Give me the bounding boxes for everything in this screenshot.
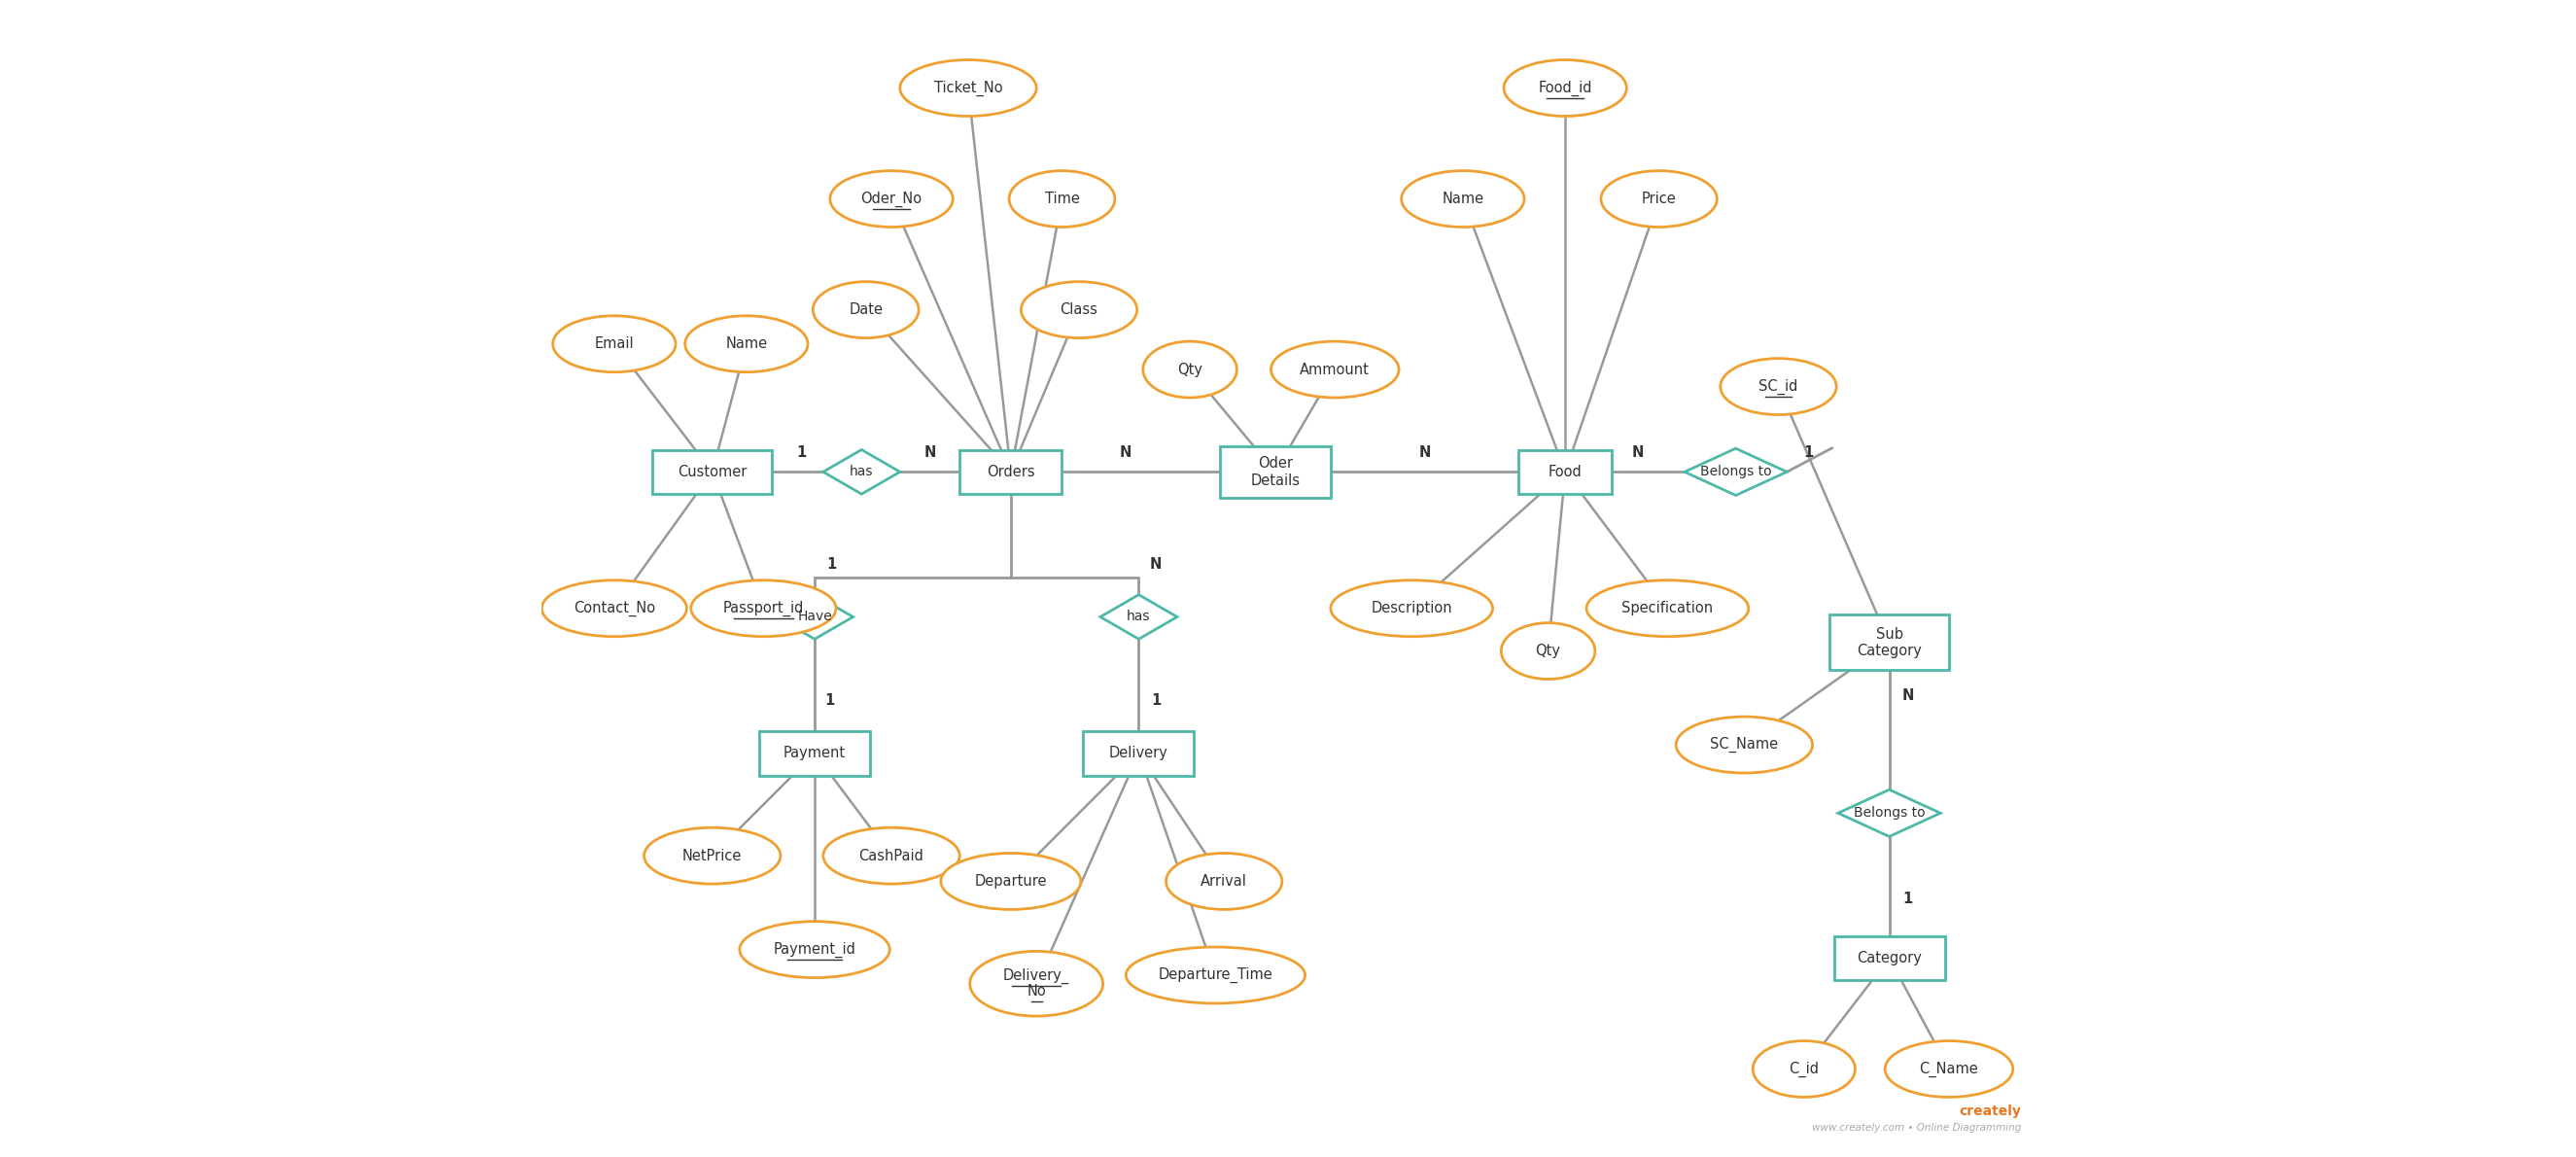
Text: 1: 1 <box>796 445 806 459</box>
Ellipse shape <box>971 951 1103 1016</box>
Text: N: N <box>1631 445 1643 459</box>
Text: N: N <box>925 445 935 459</box>
Ellipse shape <box>541 580 688 636</box>
Ellipse shape <box>1020 281 1136 338</box>
Text: www.creately.com • Online Diagramming: www.creately.com • Online Diagramming <box>1811 1123 2022 1133</box>
Text: Have: Have <box>799 610 832 624</box>
Text: Oder_No: Oder_No <box>860 191 922 207</box>
Polygon shape <box>1100 595 1177 639</box>
Ellipse shape <box>824 827 961 884</box>
Ellipse shape <box>1502 622 1595 679</box>
Polygon shape <box>1839 789 1940 837</box>
Ellipse shape <box>1504 60 1625 116</box>
Text: Time: Time <box>1043 192 1079 206</box>
Ellipse shape <box>739 921 889 978</box>
FancyBboxPatch shape <box>760 731 871 775</box>
Text: Food: Food <box>1548 465 1582 479</box>
Text: Sub
Category: Sub Category <box>1857 627 1922 658</box>
Ellipse shape <box>814 281 920 338</box>
Text: 1: 1 <box>824 693 835 708</box>
Ellipse shape <box>554 316 675 373</box>
Polygon shape <box>1685 449 1788 495</box>
Text: Date: Date <box>850 302 884 317</box>
Text: Payment: Payment <box>783 746 845 760</box>
FancyBboxPatch shape <box>961 450 1061 494</box>
Text: N: N <box>1121 445 1131 459</box>
Text: Description: Description <box>1370 602 1453 616</box>
Ellipse shape <box>1677 716 1814 773</box>
Ellipse shape <box>685 316 809 373</box>
FancyBboxPatch shape <box>1829 614 1950 670</box>
Text: has: has <box>1126 610 1151 624</box>
Ellipse shape <box>1126 948 1306 1003</box>
Text: Departure: Departure <box>974 874 1046 889</box>
Text: 1: 1 <box>827 557 837 572</box>
Ellipse shape <box>1332 580 1492 636</box>
Text: 1: 1 <box>1803 445 1814 459</box>
Text: NetPrice: NetPrice <box>683 848 742 863</box>
Text: creately: creately <box>1960 1105 2022 1119</box>
Polygon shape <box>824 450 899 494</box>
Ellipse shape <box>1167 853 1283 909</box>
Text: N: N <box>1901 688 1914 702</box>
Ellipse shape <box>1721 359 1837 414</box>
Text: Qty: Qty <box>1177 362 1203 377</box>
Ellipse shape <box>940 853 1082 909</box>
Text: 1: 1 <box>1904 891 1914 906</box>
Text: N: N <box>1419 445 1430 459</box>
FancyBboxPatch shape <box>1834 936 1945 980</box>
Text: Name: Name <box>726 337 768 352</box>
FancyBboxPatch shape <box>1221 447 1332 498</box>
Ellipse shape <box>1752 1041 1855 1097</box>
Text: N: N <box>1149 557 1162 572</box>
Text: No: No <box>1028 985 1046 998</box>
Text: Qty: Qty <box>1535 643 1561 658</box>
Ellipse shape <box>1401 171 1525 227</box>
Polygon shape <box>775 595 853 639</box>
Ellipse shape <box>1010 171 1115 227</box>
Text: C_Name: C_Name <box>1919 1061 1978 1077</box>
Text: Customer: Customer <box>677 465 747 479</box>
Text: Email: Email <box>595 337 634 352</box>
Text: C_id: C_id <box>1788 1061 1819 1077</box>
Text: 1: 1 <box>1151 693 1162 708</box>
FancyBboxPatch shape <box>1084 731 1195 775</box>
Text: Price: Price <box>1641 192 1677 206</box>
FancyBboxPatch shape <box>1517 450 1613 494</box>
Text: has: has <box>850 465 873 479</box>
Text: SC_id: SC_id <box>1759 378 1798 395</box>
Ellipse shape <box>1270 341 1399 398</box>
Text: Delivery: Delivery <box>1110 746 1170 760</box>
Ellipse shape <box>644 827 781 884</box>
Text: Passport_id: Passport_id <box>724 600 804 617</box>
Text: Oder
Details: Oder Details <box>1249 456 1301 487</box>
Text: Class: Class <box>1061 302 1097 317</box>
Text: Ticket_No: Ticket_No <box>935 80 1002 96</box>
Ellipse shape <box>1886 1041 2012 1097</box>
Text: Departure_Time: Departure_Time <box>1159 967 1273 983</box>
Text: Orders: Orders <box>987 465 1036 479</box>
Text: Ammount: Ammount <box>1301 362 1370 377</box>
Text: Category: Category <box>1857 951 1922 965</box>
Ellipse shape <box>1587 580 1749 636</box>
Text: Belongs to: Belongs to <box>1700 465 1772 479</box>
FancyBboxPatch shape <box>652 450 773 494</box>
Text: SC_Name: SC_Name <box>1710 737 1777 753</box>
Text: Name: Name <box>1443 192 1484 206</box>
Ellipse shape <box>1144 341 1236 398</box>
Text: CashPaid: CashPaid <box>858 848 925 863</box>
Text: Belongs to: Belongs to <box>1855 806 1924 820</box>
Text: Delivery_: Delivery_ <box>1002 968 1069 983</box>
Ellipse shape <box>899 60 1036 116</box>
Ellipse shape <box>690 580 837 636</box>
Text: Food_id: Food_id <box>1538 80 1592 96</box>
Text: Specification: Specification <box>1623 602 1713 616</box>
Ellipse shape <box>1602 171 1718 227</box>
Ellipse shape <box>829 171 953 227</box>
Text: Payment_id: Payment_id <box>773 942 855 958</box>
Text: Arrival: Arrival <box>1200 874 1247 889</box>
Text: Contact_No: Contact_No <box>574 600 654 617</box>
